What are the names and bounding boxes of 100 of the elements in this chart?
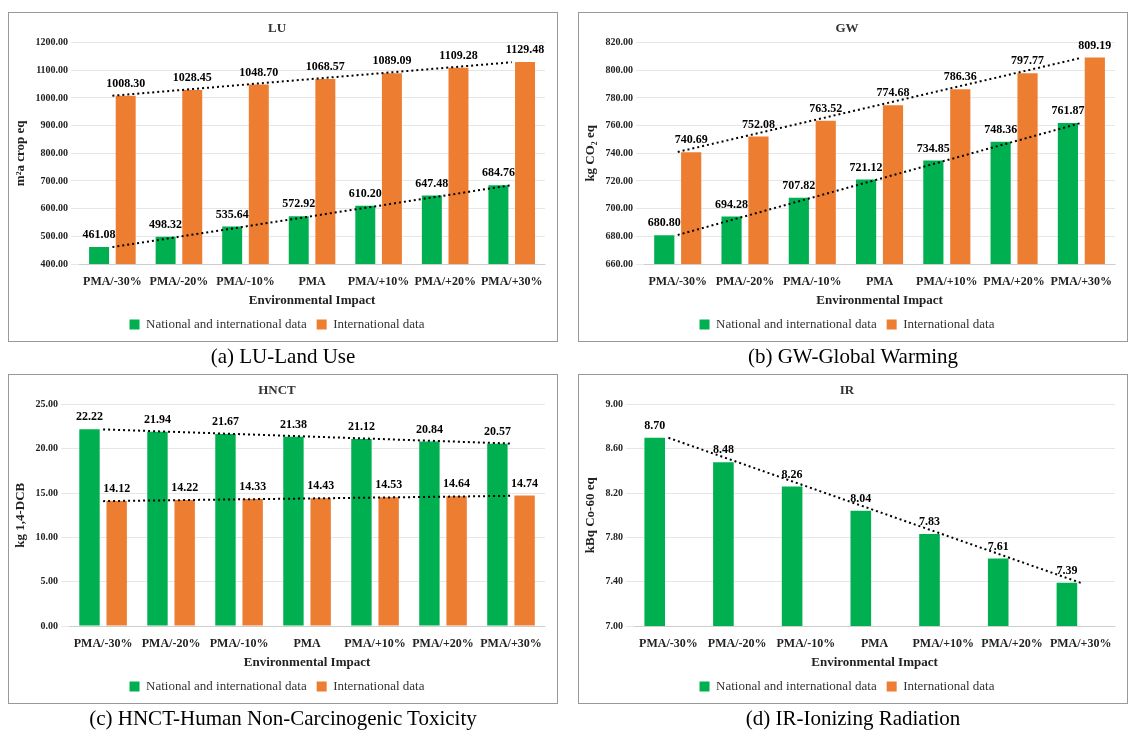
data-label: 1048.70: [239, 64, 279, 79]
data-label: 684.76: [481, 165, 515, 180]
y-tick-label: 800.00: [605, 63, 634, 75]
data-label: 1068.57: [305, 59, 345, 74]
x-tick-label: PMA/-30%: [648, 274, 708, 289]
bar: [487, 443, 508, 626]
bar: [79, 429, 100, 626]
chart-title: IR: [839, 382, 855, 398]
y-axis-title: m²a crop eq: [12, 119, 28, 187]
chart-title: HNCT: [258, 382, 297, 398]
legend-label: International data: [903, 677, 995, 693]
data-label: 14.74: [511, 475, 539, 490]
data-label: 21.67: [211, 414, 239, 429]
x-tick-label: PMA/+10%: [347, 274, 410, 289]
bar: [174, 500, 195, 626]
bar: [283, 436, 304, 626]
data-label: 694.28: [715, 196, 749, 211]
x-tick-label: PMA/+10%: [344, 636, 406, 651]
chart-title: GW: [835, 20, 859, 36]
y-axis-title: kBq Co-60 eq: [582, 476, 598, 554]
x-axis-title: Environmental Impact: [816, 291, 944, 307]
data-label: 21.94: [143, 411, 171, 426]
data-label: 20.84: [415, 421, 443, 436]
y-tick-label: 500.00: [40, 229, 69, 241]
y-tick-label: 5.00: [40, 575, 59, 587]
x-tick-label: PMA/+10%: [912, 636, 974, 651]
x-tick-label: PMA/-20%: [707, 636, 767, 651]
data-label: 14.12: [103, 481, 131, 496]
x-tick-label: PMA: [865, 274, 894, 289]
data-label: 786.36: [943, 69, 977, 84]
data-label: 461.08: [82, 227, 116, 242]
y-tick-label: 600.00: [40, 202, 69, 214]
data-label: 7.39: [1056, 562, 1078, 577]
legend-label: International data: [333, 315, 425, 331]
x-tick-label: PMA/+30%: [480, 636, 542, 651]
legend-label: International data: [903, 315, 995, 331]
x-tick-label: PMA/+30%: [1050, 274, 1113, 289]
x-tick-label: PMA/+20%: [981, 636, 1043, 651]
legend-label: National and international data: [716, 677, 877, 693]
y-tick-label: 1200.00: [35, 36, 69, 48]
text: (d) IR-Ionizing Radiation: [745, 706, 961, 730]
x-tick-label: PMA/-10%: [209, 636, 269, 651]
y-tick-label: 7.00: [605, 619, 624, 631]
data-label: 8.26: [781, 466, 803, 481]
data-label: 734.85: [916, 140, 950, 155]
y-tick-label: 7.80: [605, 531, 624, 543]
y-tick-label: 9.00: [605, 398, 624, 410]
data-label: 535.64: [215, 206, 249, 221]
bar: [514, 495, 535, 626]
chart-title: LU: [267, 20, 287, 36]
data-label: 20.57: [483, 423, 511, 438]
bar: [446, 496, 467, 626]
data-label: 721.12: [849, 159, 883, 174]
x-tick-label: PMA/-10%: [782, 274, 842, 289]
y-tick-label: 700.00: [40, 174, 69, 186]
data-label: 8.04: [850, 490, 872, 505]
y-tick-label: 8.20: [605, 486, 624, 498]
data-label: 740.69: [674, 132, 708, 147]
bar: [419, 441, 440, 626]
y-tick-label: 1100.00: [36, 63, 69, 75]
x-tick-label: PMA: [293, 636, 322, 651]
x-tick-label: PMA/+30%: [480, 274, 543, 289]
x-tick-label: PMA/-20%: [715, 274, 775, 289]
data-label: 761.87: [1051, 103, 1085, 118]
data-label: 14.53: [375, 477, 403, 492]
y-tick-label: 400.00: [40, 257, 69, 269]
y-tick-label: 20.00: [35, 442, 59, 454]
data-label: 1109.28: [439, 47, 478, 62]
data-label: 1129.48: [505, 42, 545, 57]
y-tick-label: 660.00: [605, 257, 634, 269]
x-tick-label: PMA: [860, 636, 889, 651]
y-axis-title: kg 1,4-DCB: [12, 482, 28, 548]
data-label: 1089.09: [372, 53, 412, 68]
text: (b) GW-Global Warming: [747, 344, 959, 368]
legend-label: International data: [333, 677, 425, 693]
data-label: 748.36: [984, 121, 1018, 136]
y-tick-label: 740.00: [605, 146, 634, 158]
y-tick-label: 10.00: [35, 531, 59, 543]
data-label: 572.92: [282, 196, 316, 211]
data-label: 498.32: [149, 216, 183, 231]
data-label: 680.80: [647, 215, 681, 230]
y-tick-label: 760.00: [605, 119, 634, 131]
data-label: 14.43: [307, 478, 335, 493]
y-tick-label: 0.00: [40, 619, 59, 631]
x-tick-label: PMA/+10%: [916, 274, 978, 289]
x-tick-label: PMA/+20%: [983, 274, 1045, 289]
x-tick-label: PMA/-10%: [776, 636, 836, 651]
x-axis-title: Environmental Impact: [811, 653, 939, 669]
y-tick-label: 680.00: [605, 229, 634, 241]
data-label: 707.82: [782, 177, 816, 192]
bar: [310, 498, 331, 626]
y-tick-label: 1000.00: [35, 91, 69, 103]
legend-label: National and international data: [716, 315, 877, 331]
y-axis-title: kg CO₂ eq: [582, 124, 598, 182]
data-label: 647.48: [415, 175, 449, 190]
legend-label: National and international data: [146, 677, 307, 693]
data-label: 21.38: [279, 416, 307, 431]
bar: [106, 500, 127, 626]
data-label: 14.33: [239, 479, 267, 494]
x-tick-label: PMA/-30%: [73, 636, 133, 651]
